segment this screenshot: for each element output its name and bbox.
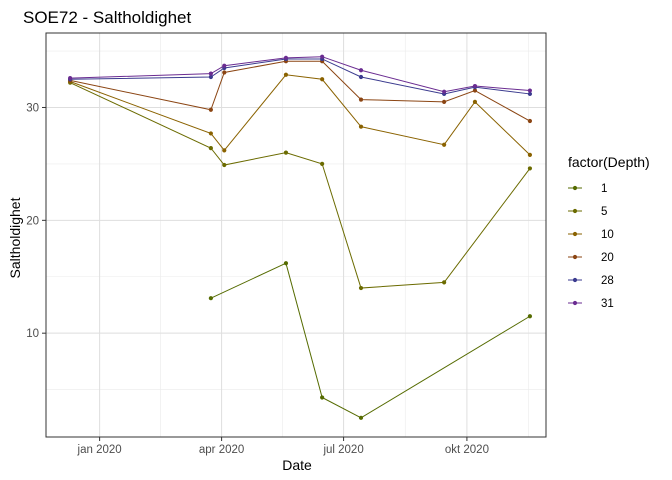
data-point-5 [442, 280, 447, 285]
series-line-5 [69, 82, 531, 289]
data-point-31 [358, 68, 364, 73]
data-point-5 [320, 161, 325, 167]
data-point-5 [527, 166, 533, 171]
data-point-10 [222, 148, 227, 153]
x-tick-label: okt 2020 [445, 444, 489, 456]
data-point-20 [358, 97, 364, 102]
data-point-31 [472, 83, 478, 89]
y-tick-label: 20 [26, 215, 39, 227]
data-point-28 [208, 74, 213, 80]
data-point-31 [320, 54, 325, 59]
legend-label-28: 28 [601, 275, 614, 287]
legend-label-5: 5 [601, 206, 607, 218]
legend-label-10: 10 [601, 229, 614, 241]
x-tick-label: jan 2020 [77, 444, 122, 456]
x-axis-title: Date [282, 457, 312, 473]
data-point-31 [208, 71, 213, 76]
legend-title: factor(Depth) [568, 154, 650, 170]
data-point-28 [527, 91, 533, 97]
data-point-1 [283, 261, 289, 266]
data-point-1 [208, 296, 213, 301]
legend-key-point-5 [572, 208, 578, 214]
data-point-10 [358, 124, 364, 129]
data-point-10 [208, 131, 213, 136]
x-tick-label: apr 2020 [199, 444, 244, 456]
data-point-1 [527, 314, 533, 319]
legend-key-point-31 [572, 300, 578, 306]
legend-key-point-10 [572, 231, 578, 237]
data-point-5 [222, 162, 227, 168]
legend-key-point-28 [572, 277, 578, 283]
legend-key-point-1 [572, 185, 578, 191]
plot-panel: jan 2020 apr 2020 jul 2020 okt 2020 10 20 30 [26, 32, 547, 456]
data-point-10 [320, 77, 325, 82]
y-axis-title: Saltholdighet [7, 197, 23, 278]
data-point-10 [442, 142, 447, 147]
data-point-20 [472, 88, 478, 93]
data-point-28 [358, 74, 364, 80]
data-point-1 [320, 395, 325, 400]
data-point-10 [527, 152, 533, 157]
data-point-31 [442, 89, 447, 94]
legend-label-31: 31 [601, 298, 614, 310]
data-point-20 [527, 118, 533, 124]
data-point-31 [68, 76, 73, 81]
data-point-31 [283, 55, 289, 60]
data-point-31 [222, 63, 227, 68]
y-tick-label: 10 [26, 328, 39, 340]
data-point-20 [222, 70, 227, 75]
data-point-10 [472, 99, 478, 104]
y-tick-label: 30 [26, 102, 39, 114]
x-tick-label: jul 2020 [322, 444, 363, 456]
data-point-20 [442, 99, 447, 104]
legend-label-1: 1 [601, 183, 607, 195]
legend-label-20: 20 [601, 252, 614, 264]
data-point-20 [208, 107, 213, 112]
data-point-5 [358, 285, 364, 291]
data-point-1 [358, 415, 364, 420]
legend: factor(Depth) 1 5 10 20 28 31 [568, 154, 650, 310]
data-point-10 [283, 72, 289, 77]
panel-border [45, 32, 547, 438]
data-point-5 [208, 146, 213, 151]
data-point-31 [527, 88, 533, 93]
data-point-5 [283, 150, 289, 155]
legend-key-point-20 [572, 254, 578, 260]
chart-title: SOE72 - Saltholdighet [23, 8, 191, 27]
